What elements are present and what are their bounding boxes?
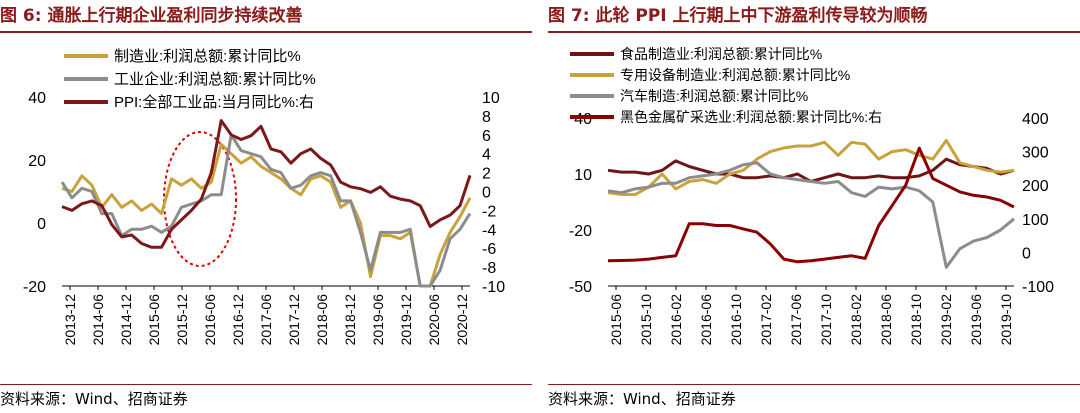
x-tick-label: 2016-06 bbox=[202, 294, 218, 346]
x-tick-label: 2018-06 bbox=[878, 294, 894, 346]
x-tick-label: 2019-02 bbox=[938, 294, 954, 346]
y-right-tick-label: -4 bbox=[482, 222, 496, 239]
y-right-tick-label: -8 bbox=[482, 260, 496, 277]
x-tick-label: 2017-02 bbox=[758, 294, 774, 346]
x-tick-label: 2019-12 bbox=[398, 294, 414, 346]
x-tick-label: 2018-10 bbox=[908, 294, 924, 346]
y-left-tick-label: 40 bbox=[28, 90, 46, 107]
y-right-tick-label: 0 bbox=[482, 185, 491, 202]
figure-7-title: 图 7: 此轮 PPI 上行期上中下游盈利传导较为顺畅 bbox=[548, 6, 928, 26]
y-right-tick-label: 200 bbox=[1022, 178, 1049, 195]
x-tick-label: 2020-06 bbox=[426, 294, 442, 346]
y-right-tick-label: 100 bbox=[1022, 212, 1049, 229]
x-tick-label: 2016-02 bbox=[668, 294, 684, 346]
source-rule bbox=[0, 384, 532, 385]
y-right-tick-label: -10 bbox=[482, 279, 505, 296]
x-tick-label: 2013-12 bbox=[62, 294, 78, 346]
y-right-tick-label: 4 bbox=[482, 147, 491, 164]
x-tick-label: 2019-06 bbox=[370, 294, 386, 346]
y-right-tick-label: 300 bbox=[1022, 145, 1049, 162]
figure-6-panel: 图 6: 通胀上行期企业盈利同步持续改善 -20 0 20 40 -10 -8 -6 -4 -2… bbox=[0, 0, 532, 413]
y-left-tick-label: -50 bbox=[569, 279, 592, 296]
source-rule bbox=[548, 384, 1080, 385]
series-line-3 bbox=[607, 146, 1015, 264]
x-tick-label: 2016-10 bbox=[728, 294, 744, 346]
legend-label-0: 制造业:利润总额:累计同比% bbox=[114, 48, 301, 65]
x-tick-label: 2017-06 bbox=[258, 294, 274, 346]
figure-6-title: 图 6: 通胀上行期企业盈利同步持续改善 bbox=[0, 6, 303, 26]
series-line-1 bbox=[60, 133, 472, 288]
figure-7-chart: -50 -20 10 40 -100 0 100 200 300 400 2015-06 2015-1… bbox=[569, 46, 1054, 346]
series-line-2 bbox=[61, 119, 472, 249]
y-right-tick-label: 6 bbox=[482, 128, 491, 145]
x-tick-label: 2017-10 bbox=[818, 294, 834, 346]
x-tick-label: 2018-12 bbox=[342, 294, 358, 346]
legend-label-1: 专用设备制造业:利润总额:累计同比% bbox=[620, 67, 850, 83]
y-left-tick-label: -20 bbox=[23, 279, 46, 296]
legend-label-0: 食品制造业:利润总额:累计同比% bbox=[620, 46, 822, 62]
y-right-tick-label: -2 bbox=[482, 203, 496, 220]
y-right-tick-label: 0 bbox=[1022, 245, 1031, 262]
y-left-tick-label: 0 bbox=[37, 216, 46, 233]
x-tick-label: 2014-12 bbox=[118, 294, 134, 346]
figure-7-panel: 图 7: 此轮 PPI 上行期上中下游盈利传导较为顺畅 -50 -20 10 40 -1… bbox=[548, 0, 1080, 413]
y-left-tick-label: 10 bbox=[574, 167, 592, 184]
y-left-tick-label: 40 bbox=[574, 111, 592, 128]
y-left-tick-label: 20 bbox=[28, 153, 46, 170]
x-tick-label: 2017-06 bbox=[788, 294, 804, 346]
figure-6-source: 资料来源：Wind、招商证券 bbox=[0, 390, 188, 408]
x-tick-label: 2019-06 bbox=[968, 294, 984, 346]
y-right-tick-label: 8 bbox=[482, 109, 491, 126]
legend-label-1: 工业企业:利润总额:累计同比% bbox=[114, 70, 316, 88]
series-line-0 bbox=[607, 157, 1015, 183]
x-tick-label: 2015-06 bbox=[146, 294, 162, 346]
figure-7-source: 资料来源：Wind、招商证券 bbox=[548, 390, 736, 408]
x-tick-label: 2019-10 bbox=[998, 294, 1014, 346]
x-tick-label: 2015-06 bbox=[608, 294, 624, 346]
annotation-ellipse bbox=[163, 131, 237, 267]
y-right-tick-label: -100 bbox=[1022, 279, 1054, 296]
y-right-tick-label: -6 bbox=[482, 241, 496, 258]
legend-label-2: 汽车制造:利润总额:累计同比% bbox=[620, 88, 808, 104]
y-right-tick-label: 10 bbox=[482, 90, 500, 107]
x-tick-label: 2017-12 bbox=[286, 294, 302, 346]
x-tick-label: 2018-06 bbox=[314, 294, 330, 346]
x-tick-label: 2016-06 bbox=[698, 294, 714, 346]
x-tick-label: 2015-10 bbox=[638, 294, 654, 346]
y-right-tick-label: 400 bbox=[1022, 111, 1049, 128]
title-rule bbox=[0, 31, 532, 33]
legend-label-3: 黑色金属矿采选业:利润总额:累计同比%:右 bbox=[620, 109, 882, 125]
series-line-0 bbox=[61, 142, 472, 288]
y-right-tick-label: 2 bbox=[482, 166, 491, 183]
x-tick-label: 2016-12 bbox=[230, 294, 246, 346]
series-line-1 bbox=[607, 138, 1015, 196]
legend-label-2: PPI:全部工业品:当月同比%:右 bbox=[114, 93, 314, 111]
y-left-tick-label: -20 bbox=[569, 223, 592, 240]
x-tick-label: 2018-02 bbox=[848, 294, 864, 346]
title-rule bbox=[548, 31, 1080, 33]
x-tick-label: 2020-12 bbox=[454, 294, 470, 346]
series-line-2 bbox=[607, 161, 1015, 269]
x-tick-label: 2014-06 bbox=[90, 294, 106, 346]
x-tick-label: 2015-12 bbox=[174, 294, 190, 346]
